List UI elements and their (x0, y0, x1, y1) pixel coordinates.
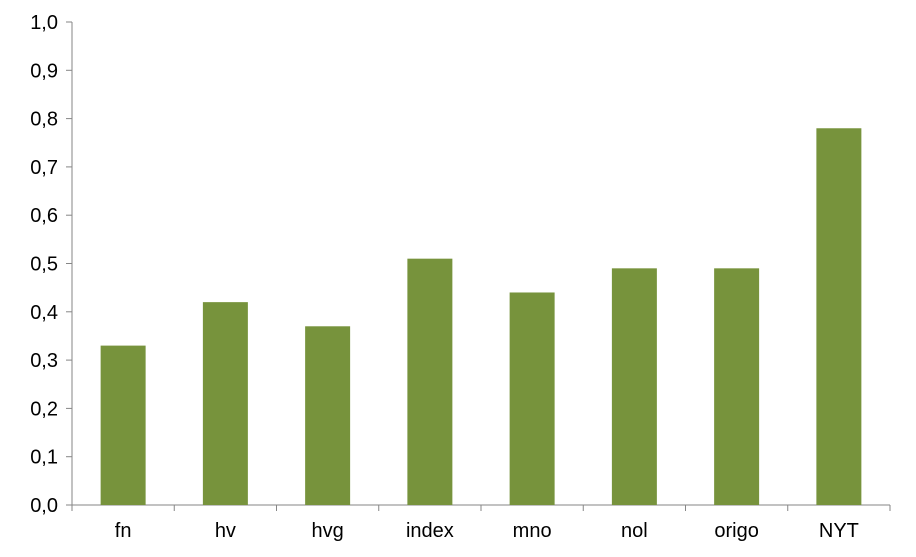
y-tick-label: 0,5 (30, 254, 58, 276)
y-tick-label: 0,0 (30, 495, 58, 517)
bar-index (407, 258, 453, 505)
y-tick-label: 0,8 (30, 109, 58, 131)
y-tick-label: 0,1 (30, 447, 58, 469)
x-tick-label: hv (215, 520, 236, 542)
x-tick-label: NYT (819, 520, 859, 542)
x-tick-label: origo (714, 520, 758, 542)
x-tick-label: nol (621, 520, 648, 542)
bar-series (100, 128, 862, 505)
bar-nyt (816, 128, 862, 505)
bar-hv (202, 302, 248, 505)
x-axis: fn hv hvg index mno nol origo NYT (71, 504, 891, 542)
y-tick-label: 0,7 (30, 157, 58, 179)
y-axis: 0,0 0,1 0,2 0,3 0,4 0,5 0,6 0,7 0,8 0,9 1,0 (30, 12, 73, 517)
y-tick-label: 0,9 (30, 60, 58, 82)
y-tick-label: 0,6 (30, 205, 58, 227)
bar-mno (509, 292, 555, 505)
y-tick-label: 0,3 (30, 350, 58, 372)
x-tick-label: mno (513, 520, 552, 542)
x-tick-label: hvg (312, 520, 344, 542)
bar-origo (714, 268, 760, 505)
bar-hvg (305, 326, 351, 505)
bar-nol (611, 268, 657, 505)
y-tick-label: 0,4 (30, 302, 58, 324)
y-tick-label: 0,2 (30, 398, 58, 420)
y-tick-label: 1,0 (30, 12, 58, 34)
x-tick-label: fn (115, 520, 132, 542)
bar-fn (100, 345, 146, 505)
x-tick-label: index (406, 520, 454, 542)
